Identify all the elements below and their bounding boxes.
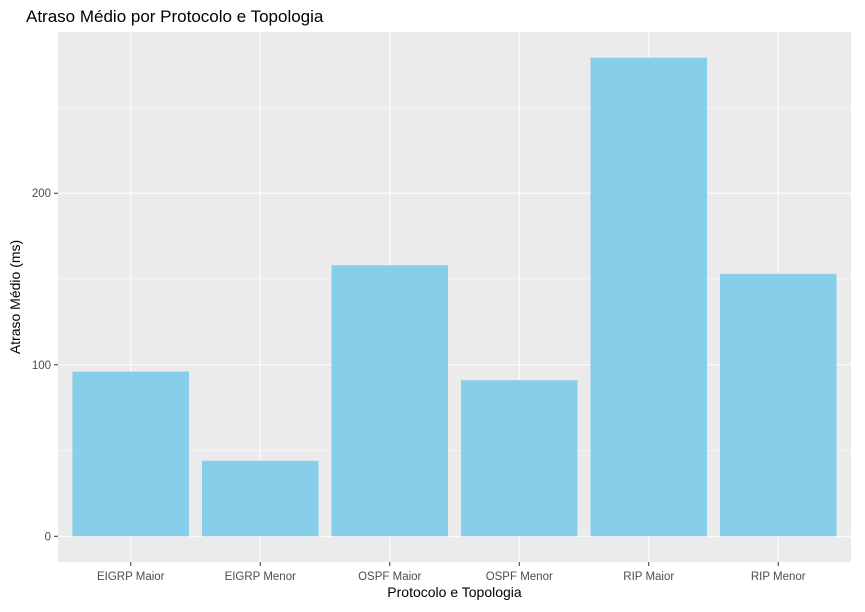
bars <box>72 57 837 537</box>
bar-rip-menor <box>719 273 837 537</box>
x-tick-label: RIP Menor <box>751 571 806 583</box>
x-tick-label: OSPF Maior <box>358 571 421 583</box>
x-tick-label: OSPF Menor <box>486 571 553 583</box>
x-tick-label: EIGRP Maior <box>97 571 165 583</box>
x-tick-label: RIP Maior <box>623 571 674 583</box>
bar-eigrp-maior <box>72 371 190 537</box>
y-tick-label: 200 <box>32 188 51 200</box>
x-axis-label: Protocolo e Topologia <box>387 584 522 600</box>
axes: 0 100 200 EIGRP Maior EIGRP Menor OSPF Maior O… <box>32 188 806 583</box>
chart-title: Atraso Médio por Protocolo e Topologia <box>26 7 324 26</box>
bar-ospf-menor <box>460 380 578 537</box>
bar-eigrp-menor <box>201 460 319 537</box>
x-tick-label: EIGRP Menor <box>225 571 297 583</box>
y-tick-label: 0 <box>45 531 51 543</box>
plot-panel <box>58 32 851 562</box>
y-axis-label: Atraso Médio (ms) <box>7 240 23 354</box>
bar-ospf-maior <box>331 265 449 537</box>
bar-rip-maior <box>590 57 708 537</box>
y-tick-label: 100 <box>32 360 51 372</box>
